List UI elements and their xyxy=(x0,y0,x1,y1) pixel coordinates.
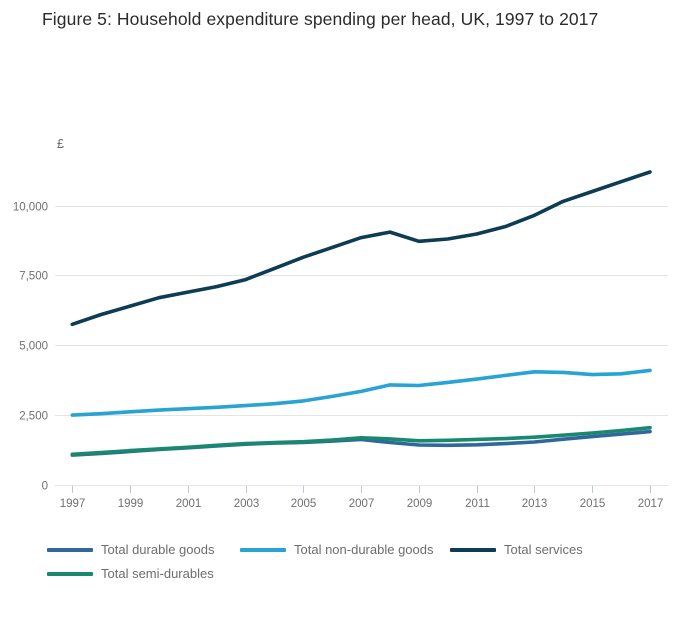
y-tick-label: 5,000 xyxy=(19,341,48,353)
legend-item-total-durable-goods[interactable]: Total durable goods xyxy=(47,542,214,557)
legend-item-total-non-durable-goods[interactable]: Total non-durable goods xyxy=(240,542,434,557)
x-tick-label: 2015 xyxy=(580,498,606,510)
x-tick-label: 1999 xyxy=(118,498,144,510)
series-line-total-non-durable-goods xyxy=(70,368,652,417)
y-tick-label: 10,000 xyxy=(13,202,48,214)
legend-item-total-services[interactable]: Total services xyxy=(450,542,583,557)
x-tick-label: 2017 xyxy=(638,498,664,510)
legend-label-services: Total services xyxy=(504,542,583,557)
legend-label-non-durable: Total non-durable goods xyxy=(294,542,434,557)
y-tick-label: 0 xyxy=(42,481,48,493)
legend-label-durable: Total durable goods xyxy=(101,542,215,557)
x-tick-label: 2005 xyxy=(291,498,317,510)
y-axis-unit-label: £ xyxy=(57,137,64,151)
legend-swatch-services xyxy=(450,547,496,552)
x-tick-label: 2007 xyxy=(349,498,375,510)
series-line-total-services xyxy=(70,170,652,327)
y-tick-label: 2,500 xyxy=(19,411,48,423)
x-tick-label: 2001 xyxy=(176,498,202,510)
chart-title: Figure 5: Household expenditure spending… xyxy=(42,9,599,29)
y-tick-label: 7,500 xyxy=(19,271,48,283)
legend-label-semi-durables: Total semi-durables xyxy=(101,566,214,581)
legend-item-total-semi-durables[interactable]: Total semi-durables xyxy=(47,566,214,581)
series-line-total-semi-durables xyxy=(70,425,652,457)
x-tick-label: 2011 xyxy=(465,498,490,510)
legend-swatch-semi-durables xyxy=(47,571,93,576)
x-tick-label: 2013 xyxy=(522,498,548,510)
x-tick-label: 2009 xyxy=(407,498,433,510)
legend-swatch-durable xyxy=(47,547,93,552)
legend-swatch-non-durable xyxy=(240,547,286,552)
x-tick-label: 2003 xyxy=(234,498,260,510)
x-tick-label: 1997 xyxy=(60,498,86,510)
